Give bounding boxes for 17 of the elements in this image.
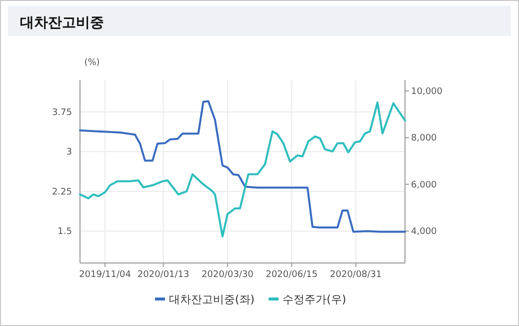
x-tick-label: 2020/06/15 [266,270,318,280]
y2-tick-label: 8,000 [411,134,438,144]
legend-label: 대차잔고비중(좌) [169,293,255,306]
x-tick-label: 2019/11/04 [79,270,132,280]
y-axis-title: (%) [84,58,100,68]
y2-tick-label: 10,000 [411,86,443,97]
y-tick-label: 2.25 [52,187,72,198]
chart-title: 대차잔고비중 [20,15,104,31]
y2-tick-label: 6,000 [411,180,438,190]
x-tick-label: 2020/01/13 [137,270,190,280]
y-tick-label: 3 [66,148,72,158]
x-tick-label: 2020/03/30 [202,270,254,280]
y-tick-label: 3.75 [52,108,72,118]
y-tick-label: 1.5 [58,227,72,238]
legend-label: 수정주가(우) [282,293,346,306]
y2-tick-label: 4,000 [411,227,438,238]
x-tick-label: 2020/08/31 [330,270,382,280]
